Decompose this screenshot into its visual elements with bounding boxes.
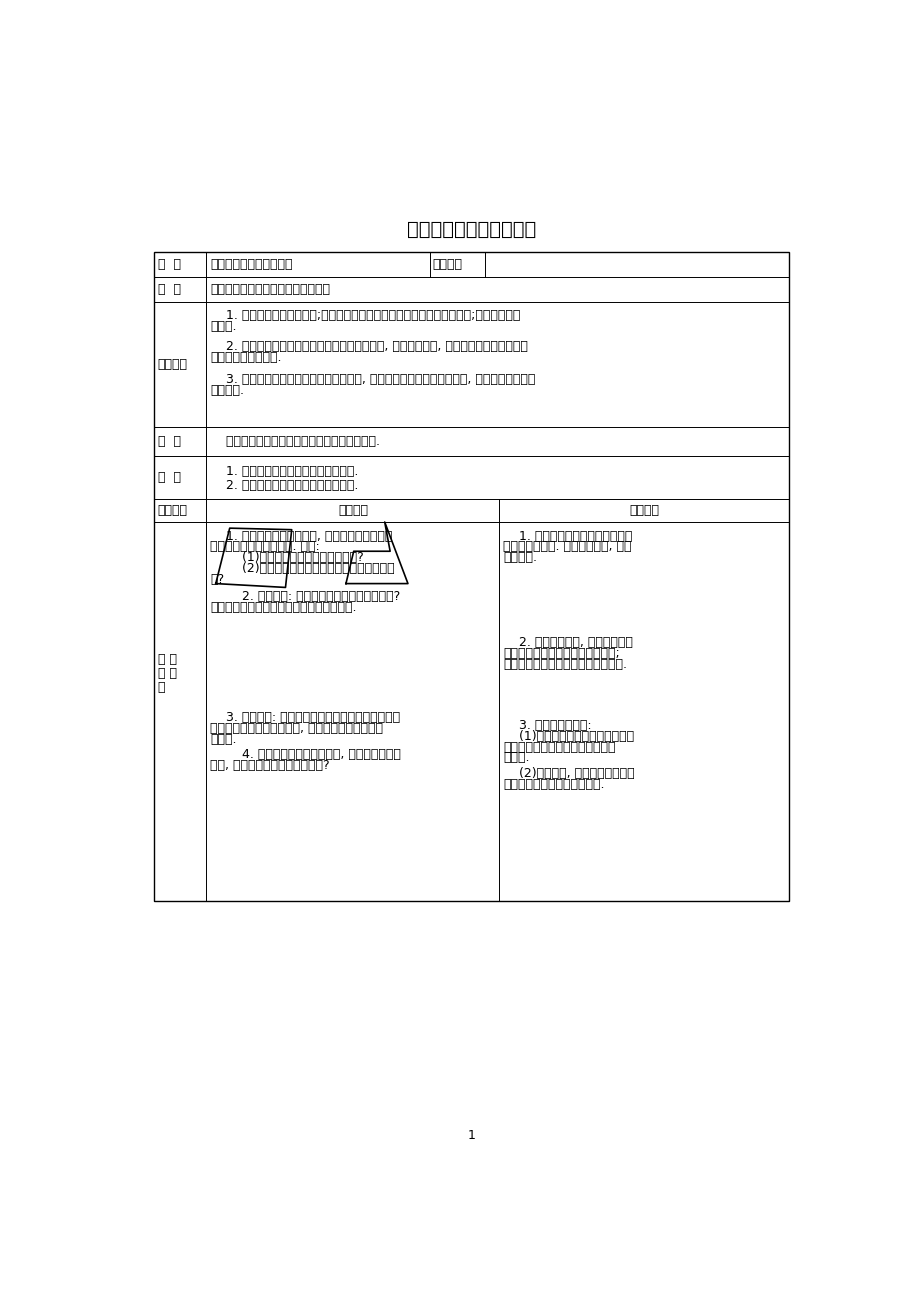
Text: 1. 引导学生观察实物图片, 从一张图片中分离出: 1. 引导学生观察实物图片, 从一张图片中分离出 — [210, 530, 392, 543]
Text: (1)这些几何图形有什么共同特点?: (1)这些几何图形有什么共同特点? — [210, 551, 364, 564]
Text: 授课教师: 授课教师 — [432, 258, 462, 271]
Text: 1: 1 — [467, 1129, 475, 1142]
Text: 2. 观察思考: 下面的两个多边形有什么不同?: 2. 观察思考: 下面的两个多边形有什么不同? — [210, 590, 400, 603]
Text: 教师活动: 教师活动 — [337, 504, 368, 517]
Text: 教学目标: 教学目标 — [157, 358, 187, 371]
Text: 首尾顺次相接组成的平面图形叫做: 首尾顺次相接组成的平面图形叫做 — [503, 741, 615, 754]
Text: 4. 动画演示正多边形的图形, 类比正三角形的: 4. 动画演示正多边形的图形, 类比正三角形的 — [210, 749, 401, 762]
Text: 课  题: 课 题 — [157, 258, 180, 271]
Text: 凹多边形在某一条边所在直线的两侧.: 凹多边形在某一条边所在直线的两侧. — [503, 658, 627, 671]
Text: 多边形.: 多边形. — [503, 751, 529, 764]
Text: 2. 学生通过观察, 看出凸多边形: 2. 学生通过观察, 看出凸多边形 — [503, 635, 632, 648]
Text: 概念, 你能得出正多边形的概念吗?: 概念, 你能得出正多边形的概念吗? — [210, 759, 330, 772]
Text: 难  点: 难 点 — [157, 471, 180, 484]
Text: 重  点: 重 点 — [157, 435, 180, 448]
Text: 3. 教师指出: 多边形的边、顶点、内角、外角及对: 3. 教师指出: 多边形的边、顶点、内角、外角及对 — [210, 711, 400, 724]
Text: 决问题.: 决问题. — [210, 320, 236, 333]
Text: 2. 灵活运用公式解决简单的实际问题.: 2. 灵活运用公式解决简单的实际问题. — [210, 479, 358, 492]
Text: 并说明我们今后所说的多边形是指凸多边形.: 并说明我们今后所说的多边形是指凸多边形. — [210, 600, 357, 613]
Text: 教  材: 教 材 — [157, 283, 180, 296]
Text: (2)能否类比三角形的定义给这些图形下个定: (2)能否类比三角形的定义给这些图形下个定 — [210, 562, 394, 575]
Text: 3. 培养学生勇于实践、大胆创新的精神, 使学生认识到数学来源于实践, 又反过来作用于实: 3. 培养学生勇于实践、大胆创新的精神, 使学生认识到数学来源于实践, 又反过来… — [210, 374, 535, 387]
Text: (1)由一些不在同一直线上的线段: (1)由一些不在同一直线上的线段 — [503, 730, 634, 743]
Text: 都相等的多边形叫做正多边形.: 都相等的多边形叫做正多边形. — [503, 777, 604, 790]
Text: 学生活动: 学生活动 — [629, 504, 659, 517]
Text: 多边形的内角和与外角和: 多边形的内角和与外角和 — [406, 220, 536, 238]
Text: 的 形: 的 形 — [157, 667, 176, 680]
Text: 进行交流.: 进行交流. — [503, 551, 537, 564]
Text: 教学环节: 教学环节 — [157, 504, 187, 517]
Text: 义?: 义? — [210, 573, 224, 586]
Text: 力与简单的推理能力.: 力与简单的推理能力. — [210, 352, 281, 365]
Text: 三角形、四边形及六边形. 提问:: 三角形、四边形及六边形. 提问: — [210, 540, 320, 553]
Text: 数学模型的过程. 结合教师提问, 小组: 数学模型的过程. 结合教师提问, 小组 — [503, 540, 631, 553]
Text: 总在任何一条边所在直线的同一侧;: 总在任何一条边所在直线的同一侧; — [503, 647, 619, 660]
Text: 1. 推导多边形的内角和与外角和公式.: 1. 推导多边形的内角和与外角和公式. — [210, 465, 358, 478]
Text: 1. 了解多边形的有关概念;经历探索多边形的内角和与外角和公式的过程;会应用公式解: 1. 了解多边形的有关概念;经历探索多边形的内角和与外角和公式的过程;会应用公式… — [210, 310, 520, 323]
Text: 冀教版义务教育实验教材八年级下册: 冀教版义务教育实验教材八年级下册 — [210, 283, 330, 296]
Text: (2)在平面内, 内角都相等、各边: (2)在平面内, 内角都相等、各边 — [503, 767, 634, 780]
Text: 几边形.: 几边形. — [210, 733, 236, 746]
Bar — [153, 253, 789, 901]
Text: 多边形的内角和与外角和: 多边形的内角和与外角和 — [210, 258, 292, 271]
Text: 1. 学生感受到从现实原形中抽象: 1. 学生感受到从现实原形中抽象 — [503, 530, 632, 543]
Text: 3. 学生归纳出概念:: 3. 学生归纳出概念: — [503, 719, 591, 732]
Text: 2. 培养学生把未知转化为已知进行探究的能力, 在探究活动中, 进一步发展学生的说理能: 2. 培养学生把未知转化为已知进行探究的能力, 在探究活动中, 进一步发展学生的… — [210, 340, 528, 353]
Text: 成: 成 — [157, 681, 165, 694]
Text: 角线的意义与四边形的相同, 多边形有几条边就叫做: 角线的意义与四边形的相同, 多边形有几条边就叫做 — [210, 723, 383, 736]
Text: 经历探索多边形的内角和与外角和公式的过程.: 经历探索多边形的内角和与外角和公式的过程. — [210, 435, 380, 448]
Text: 概 念: 概 念 — [157, 652, 176, 665]
Text: 践的观点.: 践的观点. — [210, 384, 244, 397]
